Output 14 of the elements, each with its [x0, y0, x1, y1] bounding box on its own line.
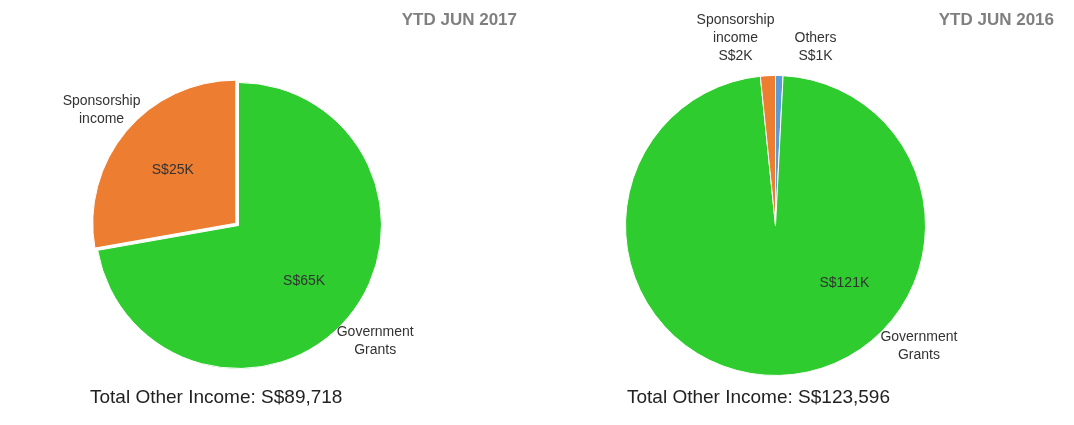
slice-label: Government Grants	[880, 328, 958, 363]
data-label: S$2K	[718, 47, 754, 64]
text: Total Other Income: S$123,596	[627, 386, 890, 408]
slice-label: Others	[794, 29, 837, 46]
text: Total Other Income: S$89,718	[90, 386, 343, 408]
text: YTD JUN 2016	[938, 10, 1054, 30]
text: YTD JUN 2017	[401, 10, 517, 30]
data-label: S$25K	[151, 161, 195, 178]
slice-label: Sponsorship income	[696, 11, 775, 46]
data-label: S$121K	[819, 274, 870, 291]
slice-label: Sponsorship income	[62, 92, 141, 127]
slice-label: Government Grants	[336, 322, 414, 357]
data-label: S$65K	[283, 271, 326, 288]
data-label: S$1K	[798, 47, 834, 64]
